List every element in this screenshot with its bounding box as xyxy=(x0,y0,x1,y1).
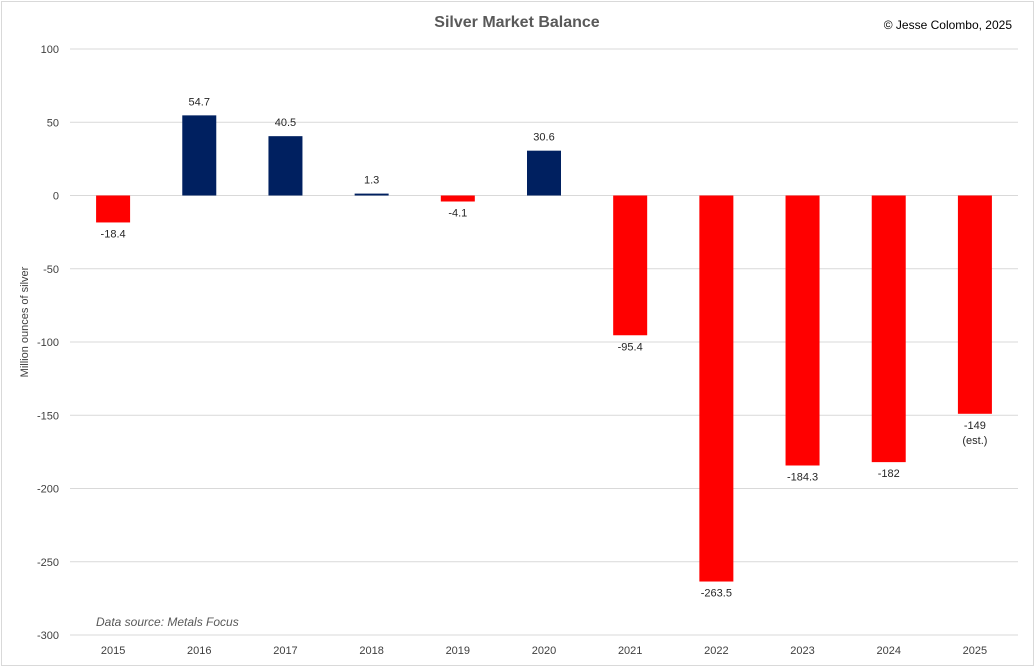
data-label-2022: -263.5 xyxy=(701,588,732,600)
y-tick-label: -300 xyxy=(37,630,59,642)
x-tick-label: 2025 xyxy=(963,645,987,657)
y-axis-label: Million ounces of silver xyxy=(19,266,31,377)
x-tick-label: 2021 xyxy=(618,645,642,657)
x-tick-label: 2020 xyxy=(532,645,556,657)
bars xyxy=(96,115,992,582)
bar-2023 xyxy=(785,195,820,466)
bar-2015 xyxy=(96,195,131,223)
bar-2019 xyxy=(440,195,475,202)
data-label-2017: 40.5 xyxy=(275,117,296,129)
data-label-2021: -95.4 xyxy=(618,341,643,353)
bar-2020 xyxy=(527,150,561,196)
x-tick-label: 2024 xyxy=(876,645,900,657)
y-tick-label: -100 xyxy=(37,337,59,349)
y-tick-label: -50 xyxy=(43,264,59,276)
y-tick-label: 50 xyxy=(47,117,59,129)
y-tick-label: -150 xyxy=(37,410,59,422)
x-tick-label: 2023 xyxy=(790,645,814,657)
x-tick-label: 2022 xyxy=(704,645,728,657)
bar-2016 xyxy=(182,115,217,196)
x-tick-label: 2019 xyxy=(446,645,470,657)
data-label-2018: 1.3 xyxy=(364,175,379,187)
y-tick-label: 0 xyxy=(53,191,59,203)
copyright-text: © Jesse Colombo, 2025 xyxy=(884,18,1013,32)
x-tick-label: 2015 xyxy=(101,645,125,657)
data-label-2025: -149 xyxy=(964,420,986,432)
data-labels: -18.4 54.7 40.5 1.3 -4.1 30.6 -95.4 -263.5 -184.… xyxy=(101,96,988,599)
x-tick-label: 2016 xyxy=(187,645,211,657)
bar-2022 xyxy=(699,195,734,582)
y-tick-label: -200 xyxy=(37,484,59,496)
bar-2018 xyxy=(354,193,389,196)
data-label-note-2025: (est.) xyxy=(962,435,987,447)
gridlines xyxy=(70,48,1018,636)
chart-title: Silver Market Balance xyxy=(434,14,600,31)
x-tick-label: 2017 xyxy=(273,645,297,657)
y-axis-ticks: 100 50 0 -50 -100 -150 -200 -250 -300 xyxy=(37,44,59,642)
bar-2024 xyxy=(871,195,906,463)
bar-2021 xyxy=(613,195,648,336)
x-axis-ticks: 2015 2016 2017 2018 2019 2020 2021 2022 2023 2024… xyxy=(101,645,987,657)
x-tick-label: 2018 xyxy=(359,645,383,657)
data-label-2020: 30.6 xyxy=(533,132,554,144)
data-label-2015: -18.4 xyxy=(101,228,126,240)
y-tick-label: -250 xyxy=(37,557,59,569)
data-label-2019: -4.1 xyxy=(448,208,467,220)
data-label-2023: -184.3 xyxy=(787,471,818,483)
data-label-2016: 54.7 xyxy=(189,96,210,108)
bar-2017 xyxy=(268,136,303,196)
data-source-note: Data source: Metals Focus xyxy=(96,615,239,629)
bar-2025 xyxy=(957,195,992,414)
data-label-2024: -182 xyxy=(878,468,900,480)
y-tick-label: 100 xyxy=(41,44,59,56)
